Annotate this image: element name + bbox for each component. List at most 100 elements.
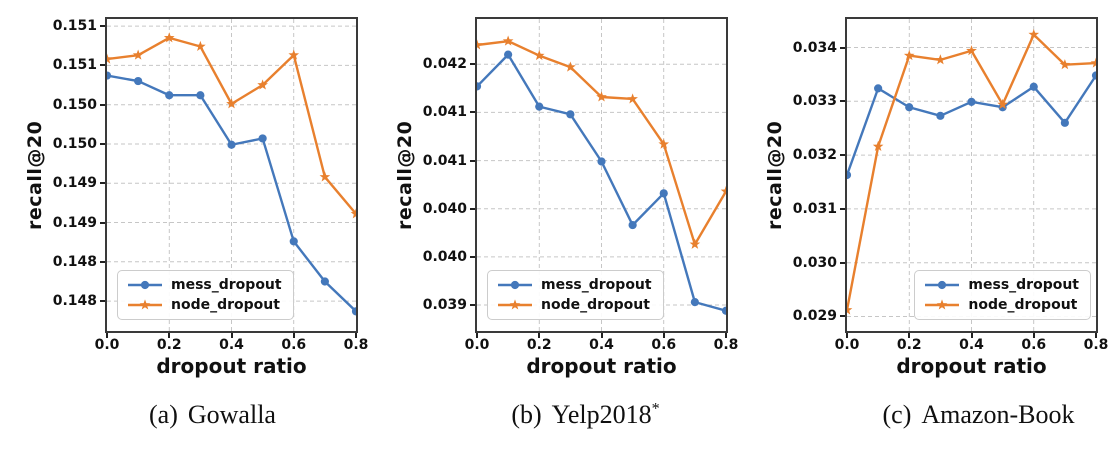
circle-marker [938,280,947,290]
x-tick-label: 0.2 [896,337,922,353]
y-tick-mark [840,315,845,318]
star-marker [847,304,853,315]
caption-title: Gowalla [187,400,276,429]
x-axis-label: dropout ratio [156,354,307,378]
y-tick-mark [840,261,845,264]
star-marker [477,39,483,50]
y-tick-mark [100,142,105,145]
star-marker [139,299,151,310]
circle-marker [690,298,699,307]
y-tick-label: 0.039 [422,297,467,313]
circle-marker [258,134,267,143]
star-marker [966,45,977,56]
circle-marker [659,189,668,198]
circle-marker [140,280,150,290]
legend-label: mess_dropout [541,277,652,293]
circle-marker [351,307,356,316]
subplot-amazon-book: recall@20 dropout ratio (c) Amazon-Book 0… [740,0,1118,451]
circle-marker [1029,82,1038,91]
x-tick-mark [106,333,108,338]
star-marker [689,238,701,249]
legend-label: node_dropout [171,297,280,313]
x-tick-label: 0.4 [589,337,614,353]
legend-swatch-circle-icon [925,280,960,290]
circle-marker [628,220,637,230]
x-tick-label: 0.6 [651,337,677,353]
y-axis-label: recall@20 [764,120,786,230]
x-tick-mark [846,333,848,338]
subplot-gowalla: recall@20 dropout ratio (a) Gowalla 0.148… [0,0,378,451]
caption-superscript: * [651,400,660,418]
y-tick-mark [100,260,105,263]
legend-swatch-star-icon [128,299,162,310]
circle-marker [874,84,883,93]
legend-item-mess_dropout: mess_dropout [497,277,652,293]
y-tick-label: 0.040 [422,248,467,265]
circle-marker [721,306,726,315]
y-tick-label: 0.031 [792,200,837,217]
star-marker [509,299,521,310]
caption-title: Amazon-Book [921,400,1075,429]
x-tick-mark [292,333,295,338]
y-tick-label: 0.149 [52,175,97,192]
star-marker [132,49,144,60]
y-tick-label: 0.041 [422,104,467,121]
legend-swatch-star-icon [925,299,960,310]
star-marker [935,54,946,65]
y-tick-label: 0.034 [792,39,837,56]
subplot-yelp2018: recall@20 dropout ratio (b) Yelp2018* 0.0… [370,0,748,451]
circle-marker [535,102,544,111]
y-tick-mark [840,46,845,49]
x-tick-label: 0.4 [219,337,244,353]
x-tick-mark [970,333,973,338]
circle-marker [847,170,852,180]
circle-marker [566,110,575,119]
legend: mess_dropout node_dropout [914,270,1091,320]
y-tick-mark [470,304,475,306]
star-marker [596,91,607,102]
legend-swatch-star-icon [498,299,532,310]
y-tick-label: 0.042 [422,56,467,73]
star-marker [163,32,175,43]
circle-marker [134,76,143,86]
x-tick-mark [230,333,233,338]
circle-marker [289,237,298,246]
y-tick-label: 0.040 [422,200,467,217]
circle-marker [477,82,482,91]
star-marker [533,49,545,61]
x-tick-label: 0.4 [959,337,984,353]
x-tick-mark [600,333,603,338]
star-marker [872,140,884,152]
circle-marker [165,91,174,100]
caption-index: (b) [511,400,542,429]
legend-label: mess_dropout [171,277,282,293]
caption-gowalla: (a) Gowalla [86,400,339,430]
star-marker [903,49,915,61]
circle-marker [1060,118,1069,127]
circle-marker [504,50,513,59]
caption-index: (a) [149,400,178,429]
circle-marker [905,103,914,112]
legend-swatch-circle-icon [498,280,532,290]
star-marker [350,208,356,219]
star-marker [502,35,514,46]
circle-marker [967,97,976,106]
legend-label: node_dropout [968,297,1078,313]
circle-marker [1091,71,1096,80]
y-tick-label: 0.151 [52,18,97,35]
circle-marker [196,91,205,100]
x-tick-label: 0.0 [94,337,120,353]
y-tick-label: 0.151 [52,57,97,74]
y-tick-label: 0.033 [792,93,837,110]
x-tick-label: 0.8 [713,337,739,353]
x-tick-mark [662,333,665,338]
caption-amazon-book: (c) Amazon-Book [852,400,1105,430]
legend-item-mess_dropout: mess_dropout [127,277,282,293]
circle-marker [936,111,945,120]
legend: mess_dropout node_dropout [487,270,664,320]
legend: mess_dropout node_dropout [117,270,294,320]
star-marker [565,61,576,72]
star-marker [107,53,113,64]
y-tick-mark [470,63,475,66]
star-marker [257,79,268,90]
